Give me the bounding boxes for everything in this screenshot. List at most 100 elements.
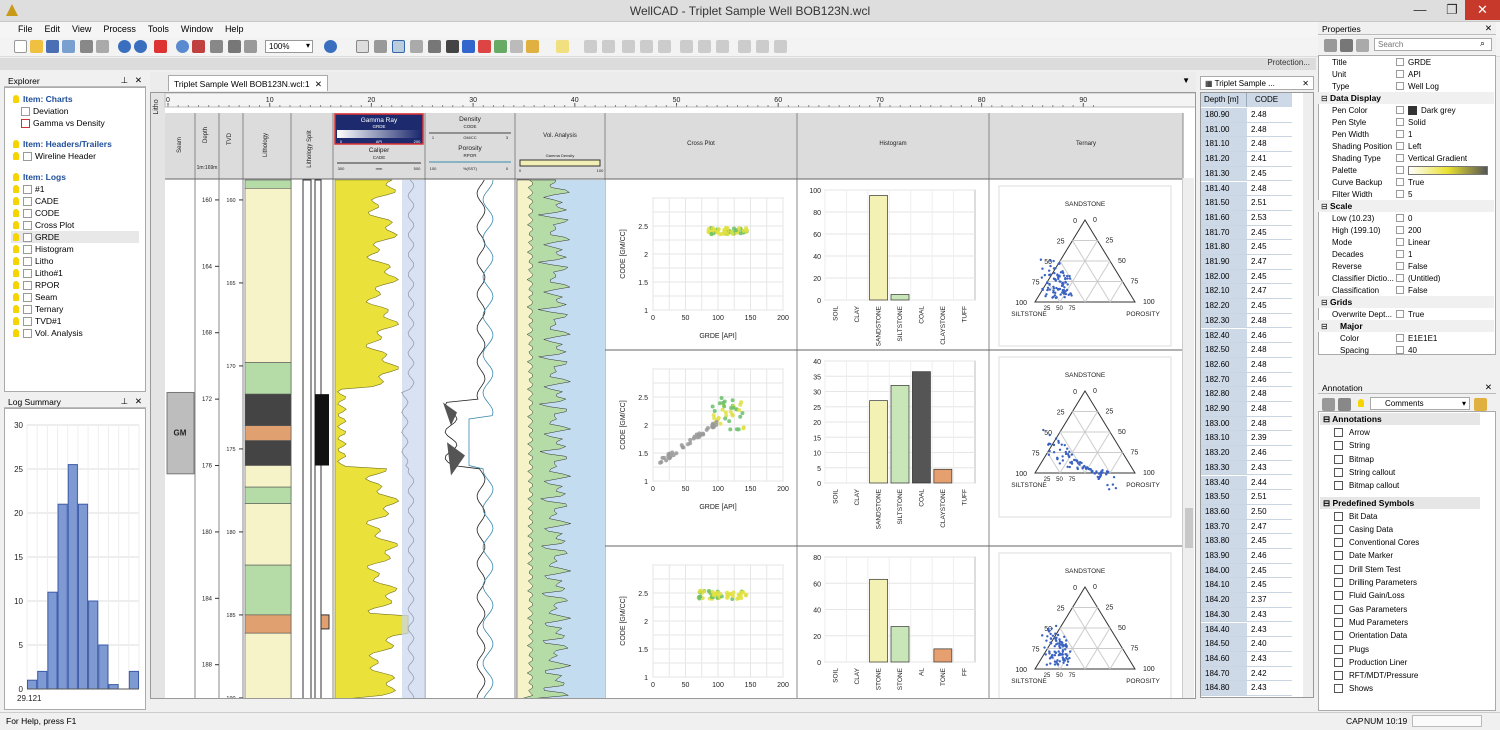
depth-cell[interactable]: 181.10: [1201, 137, 1247, 153]
annotation-group[interactable]: ⊟ Annotations: [1320, 413, 1480, 425]
annotation-item[interactable]: Drilling Parameters: [1334, 578, 1417, 587]
close-icon[interactable]: ✕: [134, 75, 142, 85]
annotation-item[interactable]: Conventional Cores: [1334, 538, 1419, 548]
code-cell[interactable]: 2.40: [1247, 637, 1292, 652]
properties-search-input[interactable]: [1374, 38, 1492, 51]
explorer-item-log[interactable]: Litho: [11, 255, 139, 267]
depth-cell[interactable]: 182.50: [1201, 343, 1247, 358]
depth-cell[interactable]: 182.30: [1201, 313, 1247, 329]
depth-cell[interactable]: 184.40: [1201, 622, 1247, 638]
menu-file[interactable]: File: [18, 24, 33, 34]
annotation-item[interactable]: Bitmap callout: [1334, 481, 1399, 491]
property-pages-icon[interactable]: [1356, 39, 1369, 52]
code-cell[interactable]: 2.48: [1247, 357, 1292, 373]
code-cell[interactable]: 2.46: [1247, 446, 1292, 461]
property-checkbox[interactable]: [1396, 274, 1404, 282]
depth-cell[interactable]: 181.80: [1201, 240, 1247, 255]
print-icon[interactable]: [228, 40, 241, 53]
vertical-scrollbar[interactable]: [1182, 178, 1194, 698]
chart-icon[interactable]: [462, 40, 475, 53]
code-cell[interactable]: 2.37: [1247, 593, 1292, 608]
protection-label[interactable]: Protection...: [1267, 58, 1310, 67]
cut-icon[interactable]: [80, 40, 93, 53]
explorer-item-log[interactable]: GRDE: [11, 231, 139, 243]
annotation-item[interactable]: Bit Data: [1334, 511, 1377, 521]
property-checkbox[interactable]: [1396, 106, 1404, 114]
select-icon[interactable]: [410, 40, 423, 53]
move-icon[interactable]: [374, 40, 387, 53]
annotation-group[interactable]: ⊟ Predefined Symbols: [1320, 496, 1480, 509]
edit-icon[interactable]: [1474, 398, 1487, 411]
property-row[interactable]: ⊟ Major: [1318, 320, 1494, 332]
align11-icon[interactable]: [774, 40, 787, 53]
grid-icon[interactable]: [1322, 398, 1335, 411]
property-row[interactable]: Decades 1: [1318, 248, 1494, 260]
depth-cell[interactable]: 184.60: [1201, 651, 1247, 667]
code-cell[interactable]: 2.42: [1247, 666, 1292, 682]
depth-cell[interactable]: 183.40: [1201, 475, 1247, 491]
align5-icon[interactable]: [658, 40, 671, 53]
menu-tools[interactable]: Tools: [147, 24, 169, 34]
menu-window[interactable]: Window: [180, 24, 213, 34]
collapse-icon[interactable]: ⊟: [1323, 497, 1333, 508]
categorized-icon[interactable]: [1324, 39, 1337, 52]
code-cell[interactable]: 2.47: [1247, 284, 1292, 300]
menu-process[interactable]: Process: [103, 24, 136, 34]
explorer-item-log[interactable]: CADE: [11, 195, 139, 207]
depth-cell[interactable]: 183.50: [1201, 490, 1247, 505]
depth-cell[interactable]: 181.60: [1201, 210, 1247, 226]
menu-edit[interactable]: Edit: [44, 24, 61, 34]
annotate-icon[interactable]: [526, 40, 539, 53]
depth-cell[interactable]: 181.70: [1201, 225, 1247, 241]
alphabetical-icon[interactable]: [1340, 39, 1353, 52]
explorer-item-log[interactable]: Histogram: [11, 243, 139, 255]
annotation-item[interactable]: Plugs: [1334, 644, 1369, 654]
close-icon[interactable]: ✕: [1484, 382, 1492, 392]
code-cell[interactable]: 2.51: [1247, 490, 1292, 505]
property-row[interactable]: Reverse False: [1318, 260, 1494, 272]
property-checkbox[interactable]: [1396, 190, 1404, 198]
depth-cell[interactable]: 184.20: [1201, 593, 1247, 608]
annotation-item[interactable]: Gas Parameters: [1334, 604, 1407, 614]
code-cell[interactable]: 2.43: [1247, 651, 1292, 667]
code-cell[interactable]: 2.48: [1247, 416, 1292, 432]
property-row[interactable]: Overwrite Dept... True: [1318, 308, 1494, 320]
code-cell[interactable]: 2.48: [1247, 181, 1292, 197]
align3-icon[interactable]: [622, 40, 635, 53]
property-checkbox[interactable]: [1396, 82, 1404, 90]
find-icon[interactable]: [176, 40, 189, 53]
depth-cell[interactable]: 184.10: [1201, 578, 1247, 594]
code-cell[interactable]: 2.51: [1247, 196, 1292, 211]
curve-icon[interactable]: [478, 40, 491, 53]
align7-icon[interactable]: [698, 40, 711, 53]
bulb-icon[interactable]: [1358, 399, 1364, 407]
document-tab[interactable]: Triplet Sample Well BOB123N.wcl:1 ✕: [168, 75, 328, 91]
collapse-icon[interactable]: ⊟: [1321, 297, 1328, 307]
property-row[interactable]: Curve Backup True: [1318, 176, 1494, 188]
new-icon[interactable]: [14, 40, 27, 53]
explorer-item-log[interactable]: Vol. Analysis: [11, 327, 139, 339]
property-row[interactable]: Color E1E1E1: [1318, 332, 1494, 344]
code-cell[interactable]: 2.48: [1247, 313, 1292, 329]
pin-icon[interactable]: ⊥: [120, 75, 128, 85]
explorer-item-log[interactable]: CODE: [11, 207, 139, 219]
depth-cell[interactable]: 182.90: [1201, 402, 1247, 417]
depth-cell[interactable]: 182.00: [1201, 269, 1247, 285]
align2-icon[interactable]: [602, 40, 615, 53]
menu-view[interactable]: View: [72, 24, 92, 34]
align10-icon[interactable]: [756, 40, 769, 53]
depth-cell[interactable]: 183.00: [1201, 416, 1247, 432]
ruler-icon[interactable]: [510, 40, 523, 53]
print-preview-icon[interactable]: [192, 40, 205, 53]
table-scrollbar[interactable]: [1303, 93, 1313, 697]
property-checkbox[interactable]: [1396, 262, 1404, 270]
undo-icon[interactable]: [118, 40, 131, 53]
align8-icon[interactable]: [716, 40, 729, 53]
property-row[interactable]: High (199.10) 200: [1318, 224, 1494, 236]
pin-icon[interactable]: ⊥: [120, 396, 128, 406]
data-table-tab[interactable]: ▦ Triplet Sample ... ✕: [1200, 76, 1314, 90]
palette-gradient[interactable]: [1408, 166, 1488, 175]
explorer-item-log[interactable]: Cross Plot: [11, 219, 139, 231]
depth-cell[interactable]: 182.60: [1201, 357, 1247, 373]
annotation-item[interactable]: Shows: [1334, 684, 1373, 694]
